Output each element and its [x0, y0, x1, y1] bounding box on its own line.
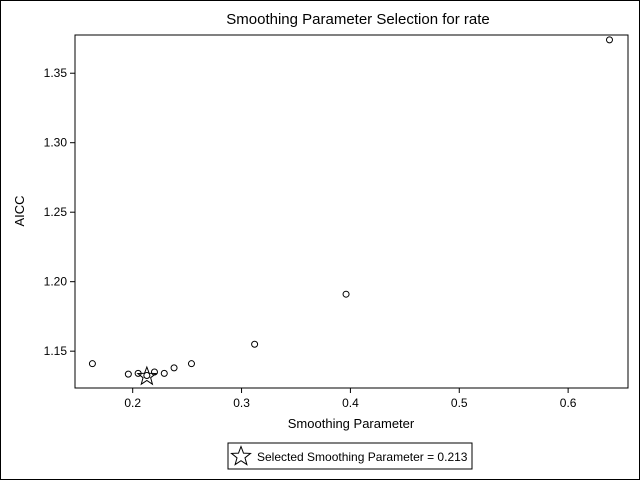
legend-box [227, 442, 473, 470]
selected-marker-group [136, 365, 158, 386]
y-tick-label: 1.25 [44, 205, 68, 219]
y-tick-label: 1.20 [44, 275, 68, 289]
chart-title: Smoothing Parameter Selection for rate [226, 11, 489, 28]
data-point [143, 371, 151, 379]
legend: Selected Smoothing Parameter = 0.213 [227, 442, 473, 470]
x-tick-label: 0.5 [451, 396, 468, 410]
x-tick-label: 0.4 [342, 396, 359, 410]
data-point [187, 360, 195, 368]
data-point [124, 370, 132, 378]
y-tick-label: 1.35 [44, 66, 68, 80]
data-point [170, 364, 178, 372]
x-axis-label: Smoothing Parameter [288, 416, 415, 431]
y-tick-label: 1.30 [44, 136, 68, 150]
data-point [342, 290, 350, 298]
y-axis-label: AICC [12, 195, 27, 226]
x-tick-label: 0.3 [233, 396, 250, 410]
data-point [88, 360, 96, 368]
y-axis: 1.15 1.20 1.25 1.30 1.35 [44, 66, 75, 358]
plot-area-frame [74, 34, 629, 389]
data-point [160, 369, 168, 377]
star-icon [230, 445, 252, 466]
data-point [251, 340, 259, 348]
x-tick-label: 0.2 [124, 396, 141, 410]
data-point [605, 36, 613, 44]
y-tick-label: 1.15 [44, 344, 68, 358]
x-tick-label: 0.6 [560, 396, 577, 410]
legend-label: Selected Smoothing Parameter = 0.213 [257, 450, 468, 464]
data-points [88, 36, 613, 379]
selected-point-star [136, 365, 158, 386]
x-axis: 0.2 0.3 0.4 0.5 0.6 [124, 388, 577, 410]
